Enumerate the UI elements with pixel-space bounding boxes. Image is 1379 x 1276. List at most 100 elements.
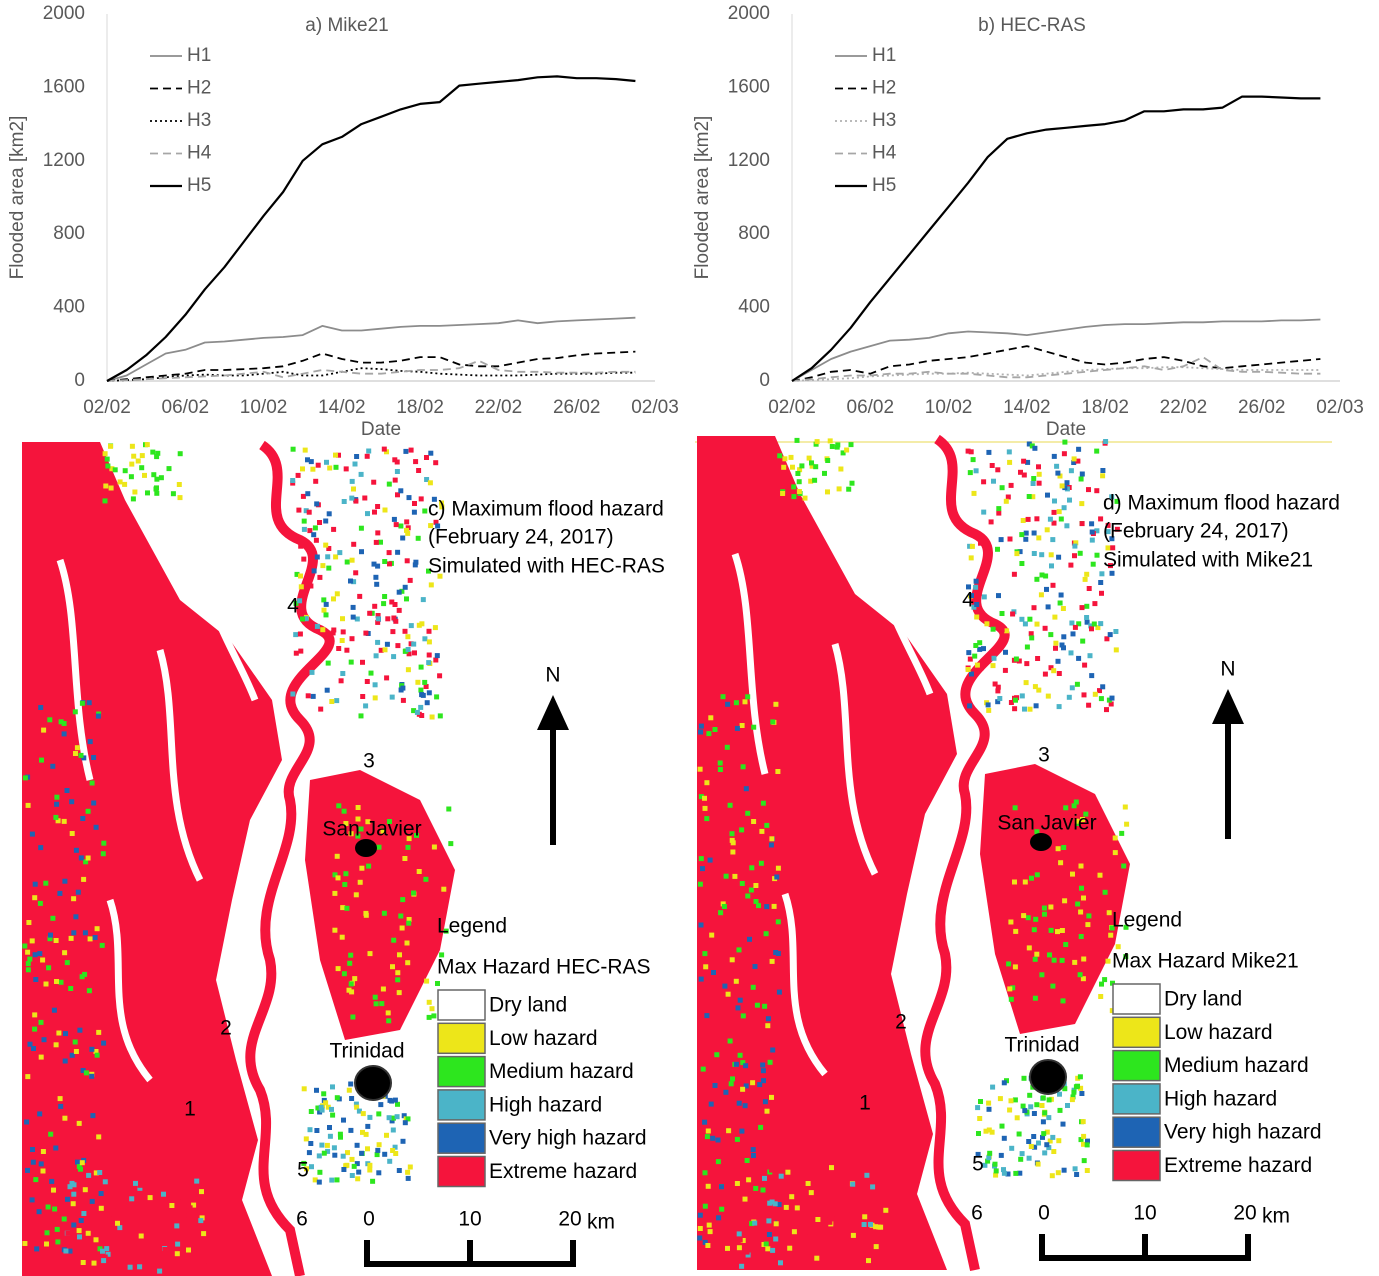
- hazard-cell: [1044, 1129, 1050, 1135]
- hazard-cell: [1108, 563, 1113, 569]
- hazard-cell: [32, 1026, 38, 1032]
- hazard-cell: [1031, 927, 1037, 933]
- hazard-cell: [319, 1107, 325, 1113]
- hazard-cell: [68, 986, 74, 991]
- legend-label: Dry land: [489, 994, 567, 1017]
- legend-label: H1: [872, 45, 896, 66]
- hazard-cell: [1072, 553, 1077, 559]
- hazard-cell: [770, 719, 776, 725]
- hazard-cell: [153, 486, 159, 492]
- hazard-cell: [127, 1264, 133, 1270]
- hazard-cell: [1068, 468, 1074, 474]
- hazard-cell: [985, 702, 991, 708]
- hazard-cell: [395, 970, 401, 976]
- hazard-cell: [973, 584, 979, 590]
- flood-area: [980, 764, 1130, 1034]
- y-tick-label: 800: [53, 223, 85, 244]
- hazard-cell: [139, 453, 145, 459]
- hazard-cell: [101, 1258, 107, 1264]
- hazard-cell: [781, 464, 787, 470]
- hazard-cell: [827, 1219, 833, 1225]
- hazard-cell: [1110, 545, 1116, 551]
- hazard-cell: [48, 932, 53, 938]
- hazard-cell: [772, 1201, 778, 1207]
- legend-label: Low hazard: [1164, 1021, 1273, 1044]
- hazard-cell: [717, 767, 723, 772]
- hazard-cell: [1061, 451, 1067, 457]
- hazard-cell: [161, 1191, 166, 1197]
- hazard-cell: [363, 1131, 369, 1137]
- hazard-cell: [46, 965, 52, 971]
- hazard-cell: [52, 1206, 58, 1212]
- hazard-cell: [988, 519, 994, 525]
- river: [920, 434, 1010, 1272]
- hazard-cell: [73, 751, 78, 756]
- hazard-cell: [1079, 885, 1084, 891]
- hazard-cell: [325, 554, 331, 560]
- hazard-cell: [130, 496, 136, 502]
- hazard-cell: [400, 685, 406, 691]
- hazard-cell: [96, 1029, 102, 1035]
- hazard-cell: [704, 1013, 710, 1019]
- hazard-cell: [739, 723, 745, 728]
- hazard-cell: [1016, 1131, 1022, 1137]
- y-axis-title: Flooded area [km2]: [692, 116, 713, 280]
- hazard-cell: [1081, 1141, 1086, 1147]
- hazard-cell: [1029, 875, 1034, 881]
- hazard-cell: [418, 664, 424, 670]
- hazard-cell: [108, 443, 113, 449]
- hazard-cell: [346, 1087, 352, 1093]
- hazard-cell: [384, 1132, 389, 1138]
- hazard-cell: [1044, 527, 1050, 533]
- hazard-cell: [705, 1128, 711, 1134]
- hazard-cell: [1050, 1134, 1056, 1140]
- hazard-cell: [996, 506, 1002, 512]
- hazard-cell: [1098, 516, 1104, 522]
- hazard-cell: [38, 1054, 44, 1060]
- x-tick-label: 10/02: [240, 397, 288, 418]
- hazard-cell: [37, 951, 43, 957]
- hazard-cell: [1006, 961, 1012, 967]
- hazard-cell: [356, 1108, 362, 1114]
- hazard-cell: [1078, 1137, 1084, 1143]
- hazard-cell: [1098, 994, 1104, 999]
- hazard-cell: [372, 994, 378, 1000]
- hazard-cell: [426, 690, 432, 696]
- hazard-cell: [736, 1245, 742, 1251]
- hazard-cell: [129, 1170, 135, 1176]
- hazard-cell: [973, 468, 979, 474]
- hazard-cell: [1102, 889, 1108, 895]
- hazard-cell: [862, 1214, 868, 1220]
- y-tick-label: 400: [53, 297, 85, 318]
- hazard-cell: [981, 646, 986, 652]
- hazard-cell: [1072, 1166, 1078, 1172]
- hazard-cell: [67, 1248, 73, 1254]
- hazard-cell: [315, 462, 321, 468]
- hazard-cell: [804, 1249, 810, 1255]
- hazard-cell: [1079, 471, 1085, 477]
- hazard-cell: [969, 593, 974, 599]
- hazard-cell: [1075, 901, 1081, 907]
- hazard-cell: [61, 721, 67, 726]
- hazard-cell: [1032, 1144, 1038, 1150]
- hazard-cell: [307, 1127, 313, 1133]
- hazard-cell: [1104, 707, 1109, 713]
- hazard-cell: [392, 457, 398, 463]
- hazard-cell: [61, 818, 67, 824]
- hazard-cell: [751, 1153, 756, 1158]
- hazard-cell: [732, 873, 738, 879]
- series-line: [106, 367, 636, 382]
- hazard-cell: [969, 543, 975, 549]
- hazard-cell: [775, 769, 781, 774]
- hazard-cell: [101, 840, 107, 846]
- hazard-cell: [1105, 958, 1111, 964]
- hazard-cell: [1051, 668, 1057, 674]
- hazard-cell: [395, 1101, 400, 1107]
- hazard-cell: [403, 448, 409, 454]
- hazard-cell: [429, 714, 435, 720]
- legend-label: Low hazard: [489, 1027, 598, 1050]
- hazard-cell: [1001, 1080, 1007, 1086]
- hazard-cell: [1048, 632, 1054, 638]
- hazard-cell: [206, 1258, 212, 1264]
- hazard-cell: [58, 1103, 64, 1109]
